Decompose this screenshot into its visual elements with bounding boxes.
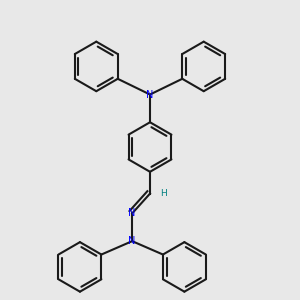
Text: H: H [160,189,167,198]
Text: N: N [146,89,154,100]
Text: N: N [128,236,136,246]
Text: N: N [128,208,136,218]
